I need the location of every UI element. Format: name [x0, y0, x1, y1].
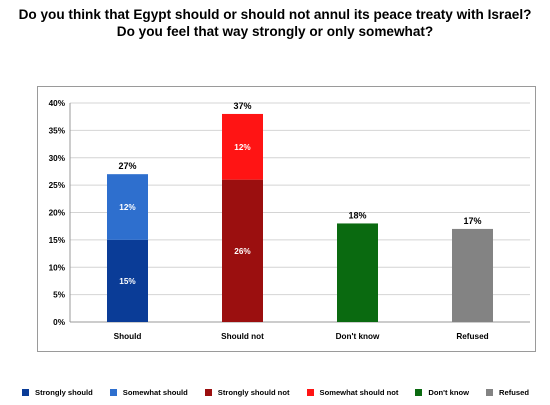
- x-category-label: Refused: [456, 332, 488, 341]
- legend-swatch: [109, 388, 117, 396]
- total-label: 27%: [118, 161, 136, 171]
- legend-swatch: [415, 388, 423, 396]
- y-tick-label: 25%: [49, 181, 66, 190]
- legend-item: Somewhat should: [109, 387, 188, 397]
- bar-segment: [452, 228, 493, 322]
- bar-segment: [107, 174, 148, 240]
- legend-label: Somewhat should: [122, 387, 188, 397]
- y-tick-label: 40%: [49, 99, 66, 108]
- legend-swatch: [486, 388, 494, 396]
- legend-item: Refused: [486, 388, 529, 397]
- y-tick-label: 30%: [49, 154, 66, 163]
- legend-swatch: [306, 388, 314, 396]
- plot-frame: [37, 86, 536, 352]
- segment-label: 12%: [234, 143, 251, 152]
- legend-swatch: [204, 388, 212, 396]
- title-line-1: Do you think that Egypt should or should…: [18, 7, 532, 22]
- y-tick-label: 20%: [49, 209, 66, 218]
- legend-item: Don't know: [415, 388, 469, 397]
- bar-segment: [222, 179, 263, 322]
- segment-label: 26%: [234, 247, 251, 256]
- legend-label: Refused: [499, 387, 529, 397]
- legend-label: Strongly should not: [217, 387, 290, 397]
- title-line-2: Do you feel that way strongly or only so…: [116, 24, 434, 39]
- x-category-label: Don't know: [336, 332, 380, 341]
- bar-segment: [337, 223, 378, 322]
- legend-item: Strongly should not: [204, 387, 290, 397]
- segment-label: 12%: [119, 203, 136, 212]
- legend-swatch: [22, 388, 29, 396]
- legend-item: Strongly should: [22, 388, 93, 397]
- legend-label: Strongly should: [35, 387, 93, 397]
- legend-item: Somewhat should not: [306, 387, 399, 397]
- bar-segment: [222, 113, 263, 180]
- chart-title: Do you think that Egypt should or should…: [0, 6, 550, 40]
- legend: Strongly should Somewhat should Strongly s…: [22, 385, 542, 399]
- legend-label: Don't know: [428, 387, 470, 397]
- total-label: 17%: [463, 216, 481, 226]
- y-tick-label: 0%: [53, 318, 66, 327]
- y-tick-label: 35%: [49, 126, 66, 135]
- x-category-label: Should: [114, 332, 142, 341]
- total-label: 18%: [348, 210, 366, 220]
- y-tick-label: 15%: [49, 236, 66, 245]
- x-category-label: Should not: [221, 332, 264, 341]
- legend-label: Somewhat should not: [319, 387, 399, 397]
- y-tick-label: 5%: [53, 291, 66, 300]
- segment-label: 15%: [119, 277, 136, 286]
- bar-segment: [107, 239, 148, 322]
- total-label: 37%: [233, 101, 251, 111]
- y-tick-label: 10%: [49, 263, 66, 272]
